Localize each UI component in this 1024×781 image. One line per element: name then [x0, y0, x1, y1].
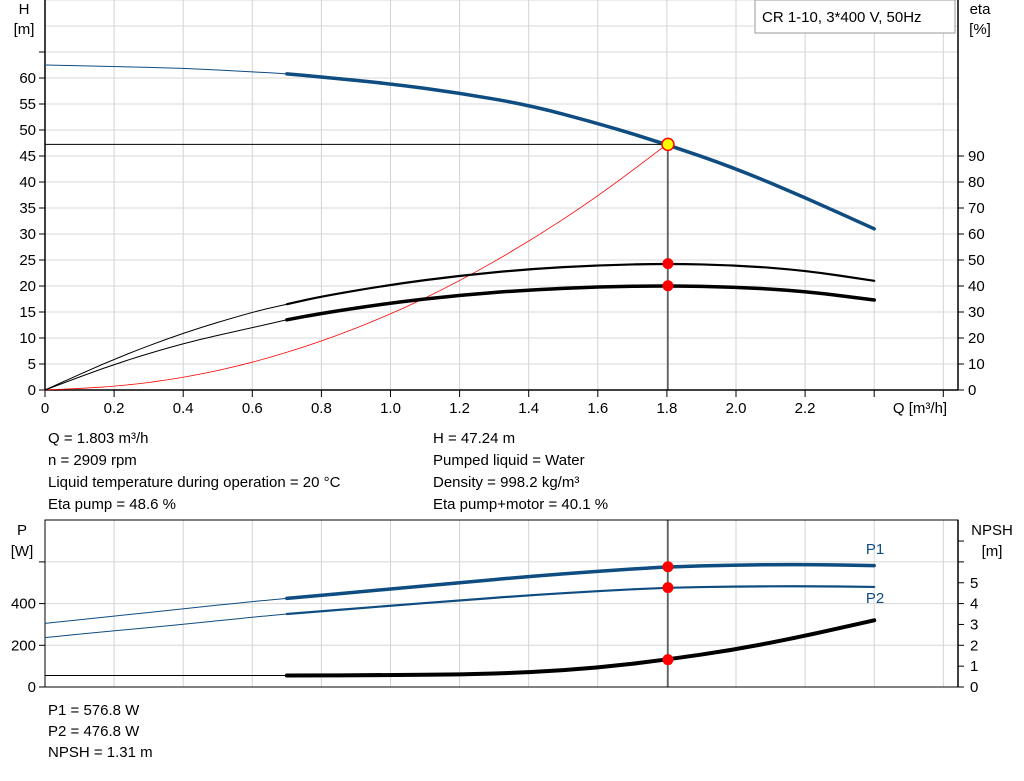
title-box — [754, 0, 956, 34]
p1-duty-marker — [662, 561, 674, 573]
info-h: H = 47.24 m — [433, 430, 516, 447]
eta-tick-label: 70 — [968, 200, 985, 217]
system-curve — [44, 144, 668, 391]
h-tick-label: 10 — [19, 330, 36, 347]
q-tick-label: 0 — [41, 400, 49, 417]
q-tick-label: 1.6 — [587, 400, 608, 417]
h-tick-label: 15 — [19, 304, 36, 321]
h-tick-label: 35 — [19, 200, 36, 217]
npsh-axis-unit: [m] — [982, 543, 1003, 560]
duty-point-marker — [661, 137, 675, 152]
eta-tick-label: 90 — [968, 148, 985, 165]
p-axis-name: P — [17, 522, 27, 539]
head-curve-thin — [44, 64, 287, 75]
q-tick-label: 0.6 — [242, 400, 263, 417]
q-tick-label: 1.4 — [518, 400, 539, 417]
p1-label: P1 — [866, 541, 884, 558]
h-tick-label: 45 — [19, 148, 36, 165]
p1-curve-thin — [44, 597, 287, 624]
p2-curve-thin — [44, 613, 287, 639]
h-tick-label: 60 — [19, 70, 36, 87]
p-tick-label: 200 — [11, 637, 36, 654]
eta-tick-label: 0 — [968, 382, 976, 399]
chart-title: CR 1-10, 3*400 V, 50Hz — [762, 9, 922, 26]
q-tick-label: 0.8 — [311, 400, 332, 417]
h-axis-unit: [m] — [14, 21, 35, 38]
info-temp: Liquid temperature during operation = 20… — [48, 474, 341, 491]
eta-tick-label: 80 — [968, 174, 985, 191]
npsh-tick-label: 5 — [970, 575, 978, 592]
p2-label: P2 — [866, 590, 884, 607]
npsh-tick-label: 2 — [970, 637, 978, 654]
p-tick-label: 0 — [28, 679, 36, 696]
eta-pump-duty-marker — [662, 258, 674, 270]
h-tick-label: 5 — [28, 356, 36, 373]
p-axis-unit: [W] — [11, 543, 34, 560]
p2-curve — [285, 585, 876, 616]
eta-tick-label: 30 — [968, 304, 985, 321]
npsh-tick-label: 3 — [970, 616, 978, 633]
info-q: Q = 1.803 m³/h — [48, 430, 149, 447]
eta-axis-name: eta — [970, 1, 992, 18]
info-p2: P2 = 476.8 W — [48, 723, 140, 740]
npsh-tick-label: 1 — [970, 658, 978, 675]
p1-curve — [285, 562, 876, 601]
q-tick-label: 1.2 — [449, 400, 470, 417]
info-eta-pump: Eta pump = 48.6 % — [48, 496, 176, 513]
q-tick-label: 0.2 — [104, 400, 125, 417]
eta-pump-motor-curve — [285, 284, 876, 322]
p-tick-label: 400 — [11, 596, 36, 613]
info-liquid: Pumped liquid = Water — [433, 452, 585, 469]
eta-pump-curve-thin — [44, 303, 287, 391]
h-tick-label: 25 — [19, 252, 36, 269]
eta-tick-label: 10 — [968, 356, 985, 373]
eta-tick-label: 40 — [968, 278, 985, 295]
p2-duty-marker — [662, 582, 674, 594]
h-tick-label: 40 — [19, 174, 36, 191]
info-density: Density = 998.2 kg/m³ — [433, 474, 580, 491]
q-tick-label: 2.2 — [795, 400, 816, 417]
h-tick-label: 55 — [19, 96, 36, 113]
info-n: n = 2909 rpm — [48, 452, 137, 469]
npsh-axis-name: NPSH — [971, 522, 1013, 539]
head-curve — [285, 72, 876, 231]
q-tick-label: 2.0 — [726, 400, 747, 417]
h-tick-label: 0 — [28, 382, 36, 399]
npsh-duty-marker — [662, 654, 674, 666]
npsh-tick-label: 4 — [970, 596, 978, 613]
eta-total-duty-marker — [662, 280, 674, 292]
q-tick-label: 1.8 — [656, 400, 677, 417]
h-tick-label: 50 — [19, 122, 36, 139]
h-axis-name: H — [19, 1, 30, 18]
eta-pump-motor-curve-thin — [44, 319, 287, 391]
q-axis-label: Q [m³/h] — [893, 400, 947, 417]
eta-tick-label: 50 — [968, 252, 985, 269]
h-tick-label: 20 — [19, 278, 36, 295]
eta-axis-unit: [%] — [969, 21, 991, 38]
eta-tick-label: 60 — [968, 226, 985, 243]
q-tick-label: 0.4 — [173, 400, 194, 417]
npsh-tick-label: 0 — [970, 679, 978, 696]
eta-pump-curve — [285, 262, 876, 306]
info-npsh: NPSH = 1.31 m — [48, 744, 153, 761]
npsh-curve — [284, 618, 877, 678]
q-tick-label: 1.0 — [380, 400, 401, 417]
h-tick-label: 30 — [19, 226, 36, 243]
eta-tick-label: 20 — [968, 330, 985, 347]
info-p1: P1 = 576.8 W — [48, 702, 140, 719]
info-eta-total: Eta pump+motor = 40.1 % — [433, 496, 609, 513]
